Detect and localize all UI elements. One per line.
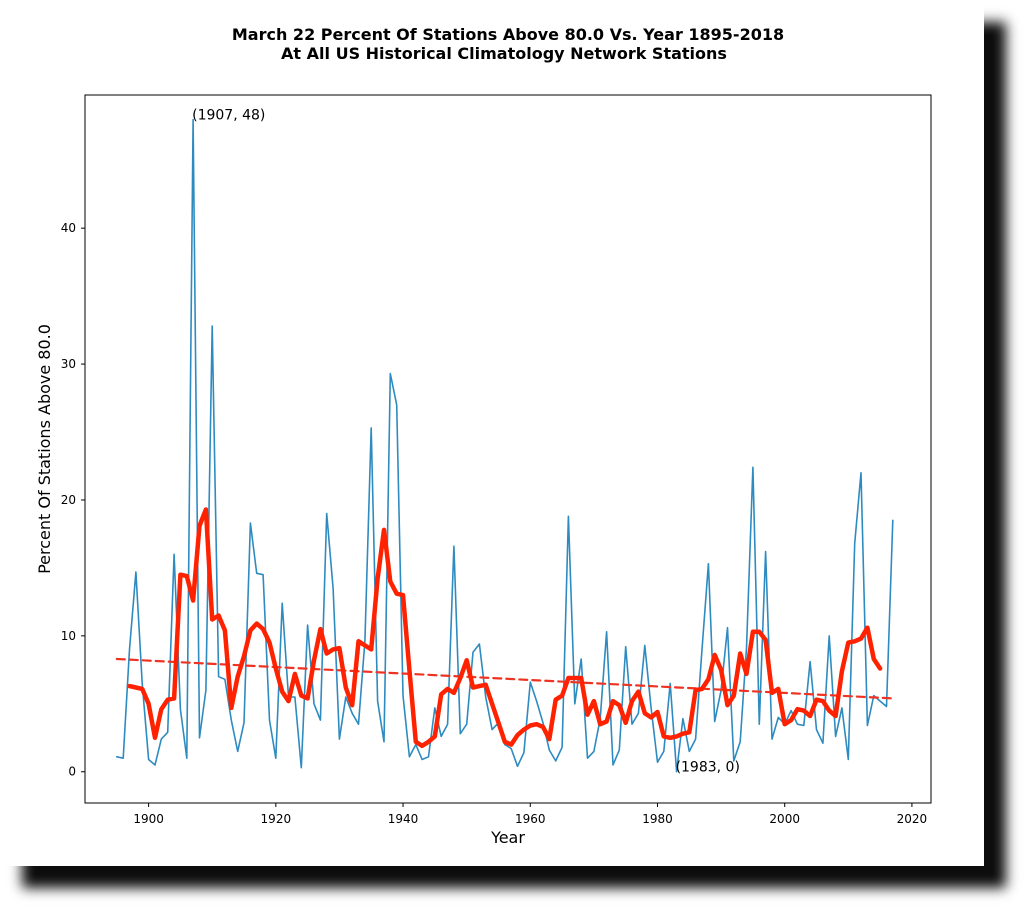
chart-title: March 22 Percent Of Stations Above 80.0 … — [232, 25, 784, 44]
x-tick-label: 2020 — [897, 812, 928, 826]
x-tick-label: 1920 — [261, 812, 292, 826]
y-tick-label: 0 — [68, 765, 76, 779]
chart-subtitle: At All US Historical Climatology Network… — [281, 44, 727, 63]
figure-card: March 22 Percent Of Stations Above 80.0 … — [35, 25, 932, 847]
series-line-trend — [115, 657, 894, 700]
x-tick-label: 1960 — [515, 812, 546, 826]
x-axis-label: Year — [490, 828, 525, 847]
series-layer — [115, 118, 894, 773]
y-tick-label: 20 — [61, 493, 76, 507]
y-tick-label: 30 — [61, 357, 76, 371]
x-tick-label: 2000 — [769, 812, 800, 826]
y-tick-label: 40 — [61, 221, 76, 235]
series-line-raw — [116, 118, 894, 773]
annotation-label: (1907, 48) — [192, 107, 265, 123]
x-tick-label: 1940 — [388, 812, 419, 826]
plot-frame — [84, 94, 932, 804]
annotation-layer: (1907, 48) (1983, 0) — [192, 107, 740, 775]
x-axis-ticks: 1900 1920 1940 1960 1980 2000 2020 — [133, 803, 927, 826]
x-tick-label: 1980 — [642, 812, 673, 826]
line-chart: March 22 Percent Of Stations Above 80.0 … — [35, 25, 932, 847]
annotation-label: (1983, 0) — [676, 760, 740, 776]
y-axis-label: Percent Of Stations Above 80.0 — [35, 324, 54, 574]
series-line-smoothed — [127, 507, 883, 749]
y-tick-label: 10 — [61, 629, 76, 643]
x-tick-label: 1900 — [133, 812, 164, 826]
y-axis-ticks: 0 10 20 30 40 — [61, 221, 85, 779]
